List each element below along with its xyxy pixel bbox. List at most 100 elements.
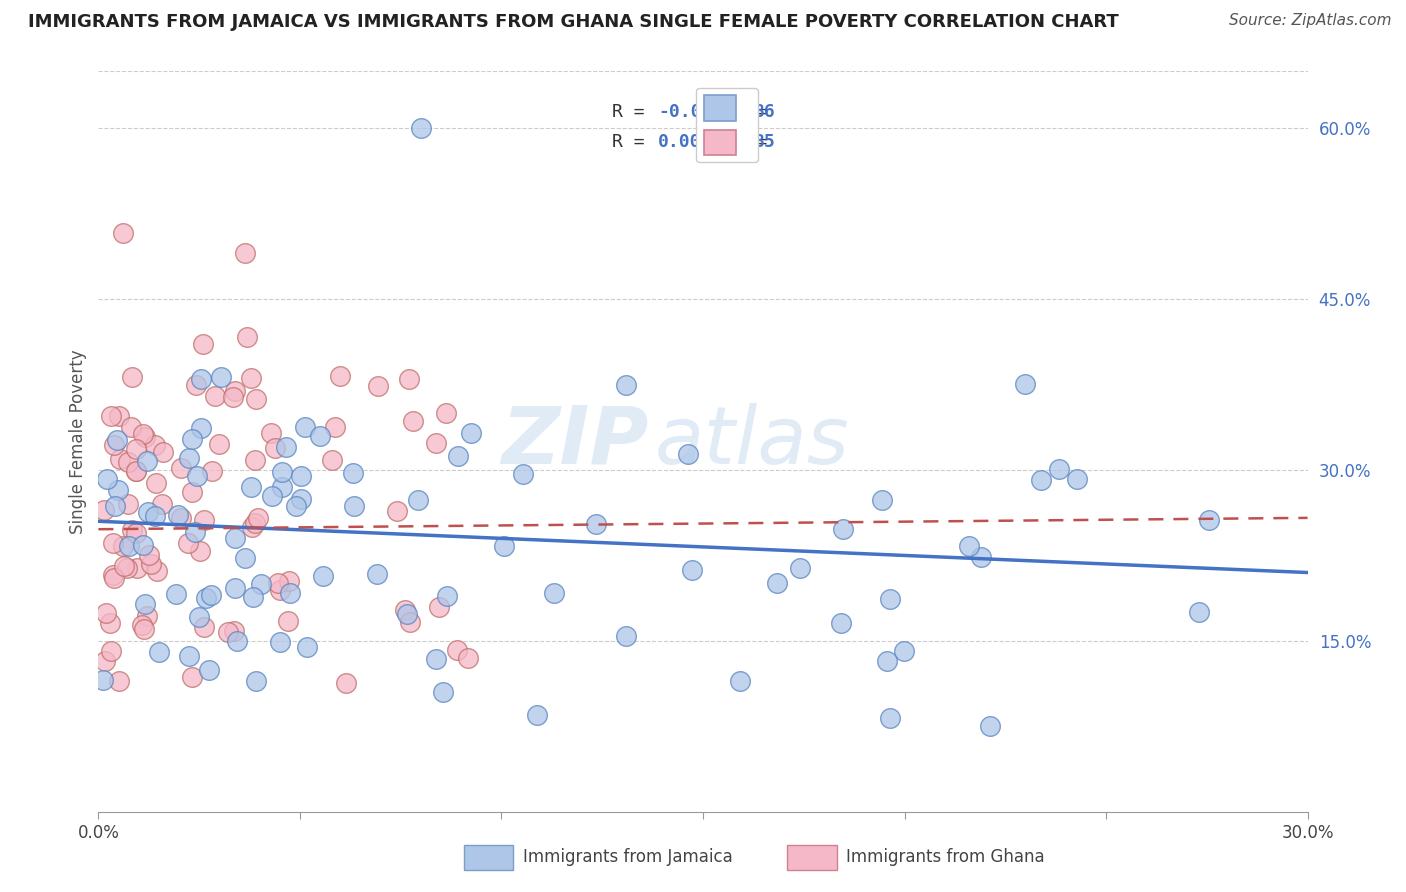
Point bbox=[138, 548, 160, 562]
Legend: , : , bbox=[696, 87, 758, 162]
Point bbox=[1047, 461, 1070, 475]
Point bbox=[457, 651, 479, 665]
Point bbox=[132, 622, 155, 636]
Point bbox=[425, 436, 447, 450]
Point bbox=[970, 550, 993, 565]
Point bbox=[512, 467, 534, 482]
Point bbox=[260, 489, 283, 503]
Point bbox=[184, 378, 207, 392]
Point bbox=[236, 330, 259, 344]
Point bbox=[425, 651, 447, 665]
Point bbox=[224, 531, 246, 545]
Point bbox=[614, 377, 637, 392]
Point bbox=[105, 433, 128, 447]
Point bbox=[242, 520, 264, 534]
Point bbox=[385, 503, 408, 517]
Point bbox=[284, 500, 307, 514]
Point bbox=[101, 567, 124, 582]
Point bbox=[148, 645, 170, 659]
Point bbox=[893, 644, 915, 658]
Point bbox=[239, 480, 262, 494]
Point bbox=[271, 480, 294, 494]
Point bbox=[98, 615, 121, 630]
Point bbox=[250, 576, 273, 591]
Point bbox=[240, 371, 263, 385]
Point bbox=[1014, 377, 1036, 392]
Point bbox=[395, 607, 418, 621]
Text: R =: R = bbox=[613, 133, 666, 151]
Point bbox=[191, 336, 214, 351]
Point bbox=[394, 603, 416, 617]
Point bbox=[765, 576, 787, 591]
Text: 0.009: 0.009 bbox=[658, 133, 713, 151]
Point bbox=[188, 543, 211, 558]
Point bbox=[121, 420, 143, 434]
Point bbox=[242, 590, 264, 604]
Point bbox=[447, 450, 470, 464]
Point bbox=[145, 509, 167, 524]
Point bbox=[979, 719, 1001, 733]
Point bbox=[224, 384, 246, 398]
Point bbox=[277, 574, 299, 588]
Point bbox=[432, 685, 454, 699]
Y-axis label: Single Female Poverty: Single Female Poverty bbox=[69, 350, 87, 533]
Point bbox=[117, 455, 139, 469]
Point bbox=[125, 525, 148, 540]
Text: 86: 86 bbox=[754, 103, 776, 121]
Point bbox=[260, 426, 283, 441]
Point bbox=[264, 441, 287, 455]
Point bbox=[190, 421, 212, 435]
Point bbox=[366, 566, 388, 581]
Text: N =: N = bbox=[713, 103, 778, 121]
Point bbox=[94, 606, 117, 620]
Point bbox=[180, 432, 202, 446]
Point bbox=[271, 465, 294, 479]
Point bbox=[108, 451, 131, 466]
Point bbox=[278, 586, 301, 600]
Point bbox=[233, 246, 256, 260]
Text: R =: R = bbox=[613, 103, 655, 121]
Point bbox=[181, 484, 204, 499]
Point bbox=[118, 539, 141, 553]
Point bbox=[150, 497, 173, 511]
Point bbox=[460, 425, 482, 440]
Point bbox=[165, 587, 187, 601]
Point bbox=[141, 557, 163, 571]
Point bbox=[134, 430, 156, 444]
Point bbox=[186, 468, 208, 483]
Point bbox=[676, 447, 699, 461]
Point bbox=[294, 420, 316, 434]
Point bbox=[399, 615, 422, 629]
Point bbox=[194, 591, 217, 606]
Point bbox=[225, 634, 247, 648]
Point bbox=[526, 708, 548, 723]
Point bbox=[169, 511, 191, 525]
Point bbox=[276, 440, 298, 454]
Point bbox=[245, 392, 267, 406]
Point bbox=[243, 452, 266, 467]
Point bbox=[180, 670, 202, 684]
Point bbox=[177, 536, 200, 550]
Point bbox=[830, 616, 852, 631]
Text: -0.077: -0.077 bbox=[658, 103, 724, 121]
Point bbox=[872, 493, 894, 508]
Point bbox=[290, 468, 312, 483]
Point bbox=[198, 663, 221, 677]
Point bbox=[269, 582, 291, 597]
Point bbox=[335, 675, 357, 690]
Point bbox=[91, 673, 114, 687]
Point bbox=[311, 569, 333, 583]
Point bbox=[321, 453, 343, 467]
Point bbox=[879, 711, 901, 725]
Point bbox=[100, 644, 122, 658]
Point bbox=[125, 561, 148, 575]
Point bbox=[169, 461, 191, 475]
Point bbox=[290, 491, 312, 506]
Point bbox=[681, 564, 703, 578]
Point bbox=[100, 409, 122, 423]
Point bbox=[832, 522, 855, 536]
Point bbox=[1188, 605, 1211, 619]
Point bbox=[224, 624, 246, 639]
Text: IMMIGRANTS FROM JAMAICA VS IMMIGRANTS FROM GHANA SINGLE FEMALE POVERTY CORRELATI: IMMIGRANTS FROM JAMAICA VS IMMIGRANTS FR… bbox=[28, 13, 1119, 31]
Point bbox=[436, 589, 458, 603]
